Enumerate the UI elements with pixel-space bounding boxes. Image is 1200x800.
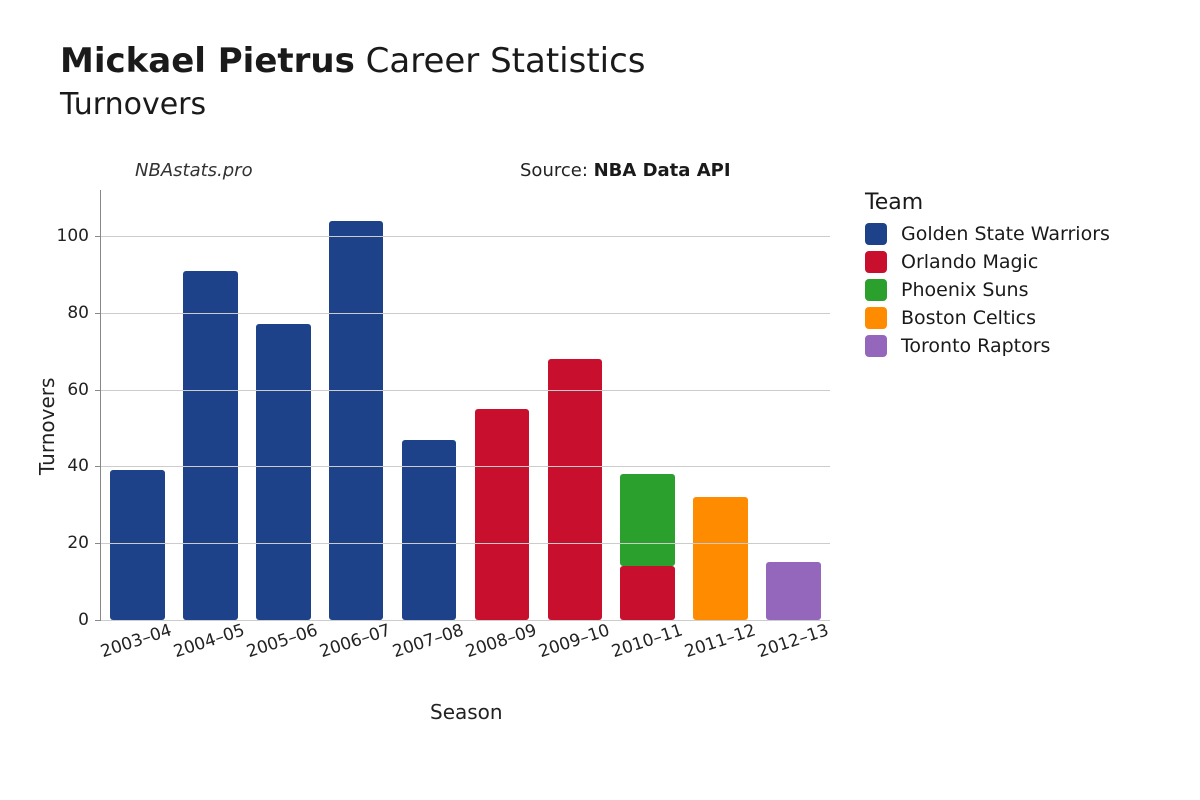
x-tick-label: 2012–13 bbox=[755, 620, 831, 662]
bar: 2008–09 bbox=[475, 190, 530, 620]
gridline bbox=[101, 390, 830, 391]
gridline bbox=[101, 313, 830, 314]
legend-item: Toronto Raptors bbox=[865, 335, 1110, 357]
x-tick-label: 2011–12 bbox=[682, 620, 758, 662]
legend-item: Boston Celtics bbox=[865, 307, 1110, 329]
bar: 2009–10 bbox=[548, 190, 603, 620]
title-rest: Career Statistics bbox=[355, 41, 646, 81]
x-tick-label: 2003–04 bbox=[99, 620, 175, 662]
bar: 2007–08 bbox=[402, 190, 457, 620]
gridline bbox=[101, 466, 830, 467]
legend-label: Toronto Raptors bbox=[901, 335, 1050, 357]
legend-item: Golden State Warriors bbox=[865, 223, 1110, 245]
bar-segment bbox=[183, 271, 238, 620]
bar-segment bbox=[548, 359, 603, 620]
bar-segment bbox=[475, 409, 530, 620]
source-label: Source: bbox=[520, 160, 594, 181]
legend-swatch bbox=[865, 307, 887, 329]
bar: 2010–11 bbox=[620, 190, 675, 620]
bar: 2003–04 bbox=[110, 190, 165, 620]
gridline bbox=[101, 236, 830, 237]
legend-swatch bbox=[865, 335, 887, 357]
bar-segment bbox=[110, 470, 165, 620]
data-source: Source: NBA Data API bbox=[520, 160, 731, 181]
bar-segment bbox=[620, 566, 675, 620]
legend-label: Golden State Warriors bbox=[901, 223, 1110, 245]
x-tick-label: 2005–06 bbox=[244, 620, 320, 662]
plot-area: 2003–04 2004–05 2005–06 2006–07 2007–08 2008–… bbox=[100, 190, 830, 620]
source-name: NBA Data API bbox=[594, 160, 731, 181]
chart-container: Mickael Pietrus Career Statistics Turnov… bbox=[0, 0, 1200, 800]
legend-label: Boston Celtics bbox=[901, 307, 1036, 329]
y-tick-label: 20 bbox=[67, 533, 101, 553]
x-tick-label: 2008–09 bbox=[463, 620, 539, 662]
bar-segment bbox=[620, 474, 675, 566]
legend-title: Team bbox=[865, 190, 1110, 215]
bar-segment bbox=[766, 562, 821, 620]
legend-swatch bbox=[865, 223, 887, 245]
y-tick-label: 40 bbox=[67, 456, 101, 476]
x-tick-label: 2009–10 bbox=[536, 620, 612, 662]
legend-swatch bbox=[865, 279, 887, 301]
gridline bbox=[101, 543, 830, 544]
x-tick-label: 2007–08 bbox=[390, 620, 466, 662]
y-tick-label: 60 bbox=[67, 380, 101, 400]
x-axis-label: Season bbox=[430, 700, 503, 724]
site-credit: NBAstats.pro bbox=[135, 160, 253, 181]
title-player: Mickael Pietrus bbox=[60, 41, 355, 81]
legend-label: Phoenix Suns bbox=[901, 279, 1028, 301]
bar-segment bbox=[329, 221, 384, 620]
y-tick-label: 0 bbox=[78, 610, 101, 630]
chart-title: Mickael Pietrus Career Statistics bbox=[60, 40, 646, 83]
x-tick-label: 2006–07 bbox=[317, 620, 393, 662]
bar: 2011–12 bbox=[693, 190, 748, 620]
legend-label: Orlando Magic bbox=[901, 251, 1038, 273]
y-axis-label: Turnovers bbox=[35, 378, 59, 475]
bar: 2006–07 bbox=[329, 190, 384, 620]
x-tick-label: 2004–05 bbox=[172, 620, 248, 662]
bars-layer: 2003–04 2004–05 2005–06 2006–07 2007–08 2008–… bbox=[101, 190, 830, 620]
bar: 2004–05 bbox=[183, 190, 238, 620]
y-tick-label: 80 bbox=[67, 303, 101, 323]
bar: 2005–06 bbox=[256, 190, 311, 620]
chart-title-block: Mickael Pietrus Career Statistics Turnov… bbox=[60, 40, 646, 122]
legend: Team Golden State Warriors Orlando Magic P… bbox=[865, 190, 1110, 363]
gridline bbox=[101, 620, 830, 621]
bar: 2012–13 bbox=[766, 190, 821, 620]
chart-subtitle: Turnovers bbox=[60, 87, 646, 122]
y-tick-label: 100 bbox=[57, 226, 101, 246]
legend-swatch bbox=[865, 251, 887, 273]
bar-segment bbox=[693, 497, 748, 620]
bar-segment bbox=[256, 324, 311, 620]
legend-item: Phoenix Suns bbox=[865, 279, 1110, 301]
x-tick-label: 2010–11 bbox=[609, 620, 685, 662]
legend-item: Orlando Magic bbox=[865, 251, 1110, 273]
